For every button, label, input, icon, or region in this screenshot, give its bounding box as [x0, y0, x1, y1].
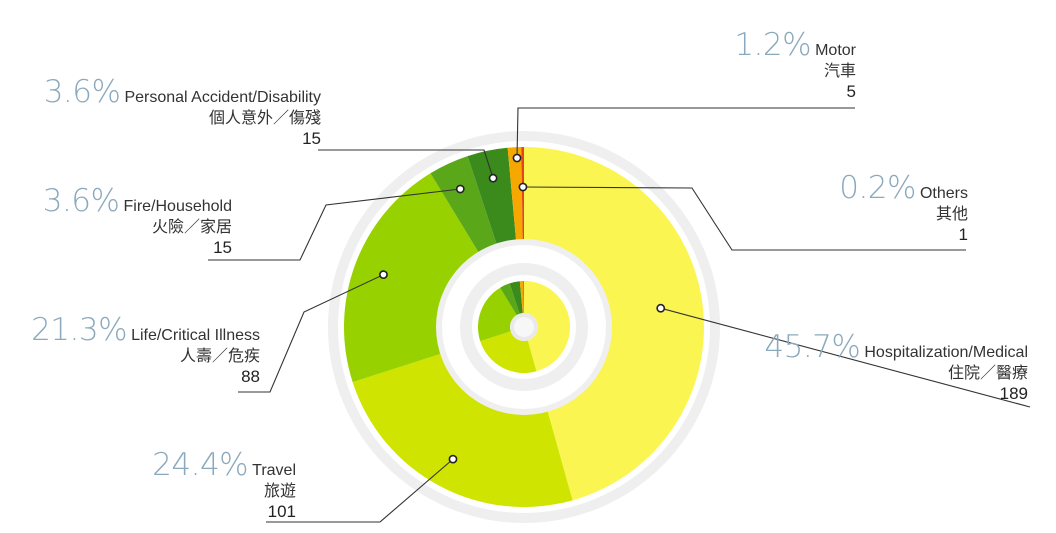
label-others: 0.2% Others 其他 1: [839, 170, 968, 244]
slice-percent: 24.4%: [152, 447, 249, 483]
inner-slices: [478, 281, 570, 373]
slice-count: 88: [241, 367, 260, 386]
slice-name: Life/Critical Illness: [131, 327, 260, 344]
slice-others-leader: [522, 186, 966, 251]
slice-name-zh: 汽車: [823, 61, 856, 80]
slice-personal-accident-disability-marker: [488, 173, 498, 183]
slice-count: 1: [958, 225, 968, 244]
slice-count: 5: [846, 82, 856, 101]
slice-motor-marker: [512, 153, 522, 163]
slice-name: Fire/Household: [123, 198, 233, 215]
slice-others-inner: [523, 281, 524, 314]
slice-count: 101: [267, 502, 296, 521]
slice-life-critical-illness-marker: [379, 270, 388, 280]
slice-others-marker: [518, 182, 528, 192]
slice-name-zh: 住院／醫療: [947, 363, 1028, 382]
label-fire-household: 3.6% Fire/Household 火險／家居 15: [42, 183, 233, 257]
slice-count: 15: [302, 129, 321, 148]
slice-fire-household-marker: [455, 184, 465, 194]
leader-lines: [208, 107, 1031, 523]
slice-fire-household-inner: [500, 283, 520, 316]
slice-hospitalization-medical: [524, 147, 704, 501]
slice-name-zh: 個人意外／傷殘: [208, 108, 321, 127]
slice-life-critical-illness-inner: [478, 287, 517, 342]
label-hospitalization: 45.7% Hospitalization/Medical 住院／醫療 189: [764, 329, 1028, 403]
label-motor: 1.2% Motor 汽車 5: [734, 27, 856, 101]
slice-travel-leader: [266, 458, 454, 523]
slice-name: Hospitalization/Medical: [864, 344, 1028, 361]
slice-name: Travel: [252, 462, 296, 479]
slice-name-zh: 人壽／危疾: [179, 346, 260, 365]
slice-hospitalization-medical-leader: [660, 307, 1031, 408]
slice-count: 189: [999, 384, 1028, 403]
slice-hospitalization-medical-inner: [524, 281, 570, 372]
slice-percent: 3.6%: [42, 183, 120, 219]
label-life-critical: 21.3% Life/Critical Illness 人壽／危疾 88: [31, 312, 260, 386]
slice-motor-inner: [519, 281, 524, 314]
slice-percent: 3.6%: [43, 74, 121, 110]
slice-travel-inner: [480, 331, 537, 373]
slice-fire-household-leader: [208, 188, 461, 261]
slice-name: Motor: [815, 42, 856, 59]
slice-life-critical-illness-leader: [238, 274, 384, 393]
slice-name-zh: 旅遊: [263, 481, 296, 500]
slice-personal-accident-disability-inner: [509, 281, 523, 314]
slice-name-zh: 火險／家居: [151, 217, 232, 236]
slice-percent: 21.3%: [31, 312, 128, 348]
slice-hospitalization-medical-marker: [656, 303, 666, 313]
slice-travel-marker: [448, 454, 458, 464]
slice-count: 15: [213, 238, 232, 257]
slice-personal-accident-disability-leader: [318, 149, 494, 179]
slice-percent: 1.2%: [734, 27, 812, 63]
slice-motor-leader: [516, 107, 855, 159]
center-dot: [514, 317, 534, 337]
slice-percent: 45.7%: [764, 329, 861, 365]
slice-name: Others: [919, 185, 968, 202]
slice-percent: 0.2%: [839, 170, 916, 206]
label-travel: 24.4% Travel 旅遊 101: [152, 447, 296, 521]
slice-name-zh: 其他: [935, 204, 968, 223]
slice-name: Personal Accident/Disability: [124, 89, 321, 106]
label-personal-accident: 3.6% Personal Accident/Disability 個人意外／傷殘…: [43, 74, 321, 148]
